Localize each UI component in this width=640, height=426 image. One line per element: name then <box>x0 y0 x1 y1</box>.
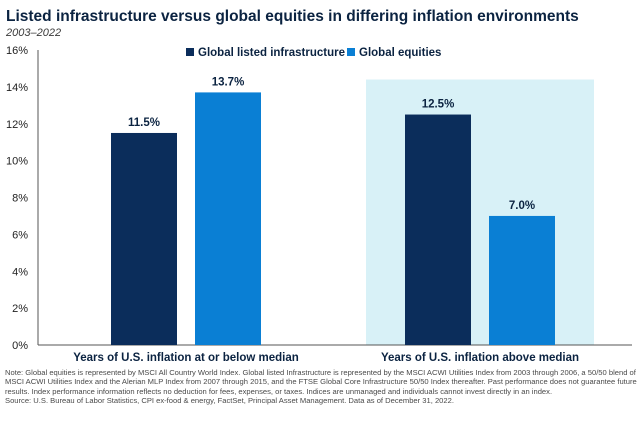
source-text: Source: U.S. Bureau of Labor Statistics,… <box>5 396 454 406</box>
legend-label: Global equities <box>359 47 441 59</box>
chart-title: Listed infrastructure versus global equi… <box>6 8 579 25</box>
data-label: 7.0% <box>509 200 535 212</box>
bar <box>405 114 471 345</box>
y-tick-label: 6% <box>12 229 28 241</box>
y-tick-label: 0% <box>12 340 28 352</box>
bar-chart: 0% 2% 4% 6% 8% 10% 12% 14% 16% 11.5% 13.7% Years of… <box>6 45 632 364</box>
footnotes: Note: Global equities is represented by … <box>5 368 637 406</box>
legend-label: Global listed infrastructure <box>198 47 345 59</box>
y-tick-label: 10% <box>6 156 28 168</box>
highlight-band <box>366 79 594 345</box>
legend-swatch <box>186 48 194 56</box>
bar <box>195 92 261 345</box>
legend-swatch <box>347 48 355 56</box>
y-tick-label: 16% <box>6 45 28 57</box>
bar <box>489 215 555 345</box>
data-label: 12.5% <box>422 99 455 111</box>
y-tick-label: 8% <box>12 193 28 205</box>
data-label: 11.5% <box>128 117 160 129</box>
y-tick-label: 4% <box>12 266 28 278</box>
x-category-label: Years of U.S. inflation above median <box>381 352 579 364</box>
note-text: Note: Global equities is represented by … <box>5 368 637 396</box>
bar <box>111 132 177 345</box>
y-tick-label: 2% <box>12 303 28 315</box>
x-category-label: Years of U.S. inflation at or below medi… <box>73 352 299 364</box>
y-tick-label: 14% <box>6 82 28 94</box>
chart-subtitle: 2003–2022 <box>6 27 62 39</box>
y-tick-label: 12% <box>6 119 28 131</box>
data-label: 13.7% <box>212 76 245 88</box>
